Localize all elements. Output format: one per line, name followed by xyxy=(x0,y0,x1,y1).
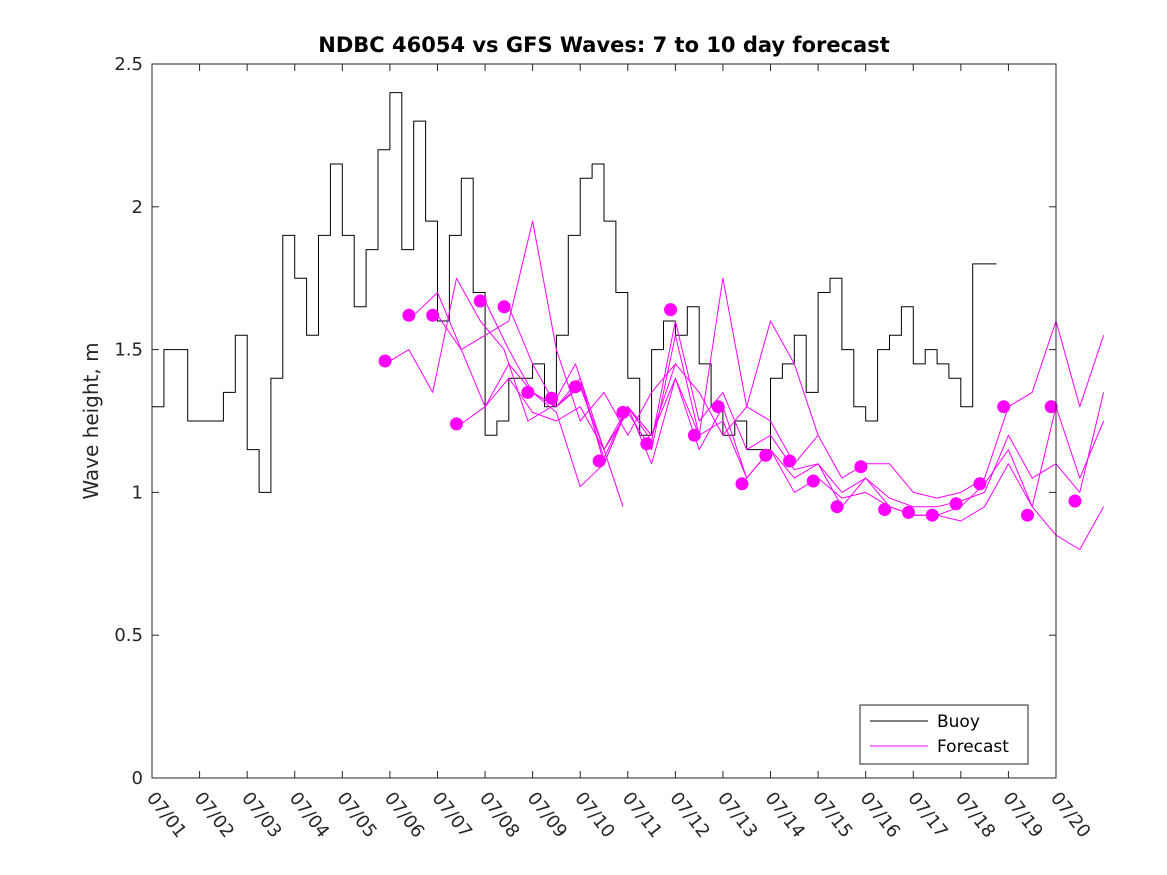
forecast-marker xyxy=(902,505,915,519)
forecast-marker xyxy=(806,474,820,488)
y-tick-label: 0.5 xyxy=(114,625,143,646)
legend: Buoy Forecast xyxy=(859,704,1029,765)
forecast-marker xyxy=(545,391,559,405)
legend-box xyxy=(859,704,1029,765)
forecast-marker xyxy=(664,303,678,317)
buoy-line xyxy=(152,92,997,493)
forecast-marker xyxy=(854,460,868,474)
y-tick-label: 1.5 xyxy=(114,340,143,361)
forecast-line xyxy=(413,220,676,436)
forecast-line xyxy=(461,334,1105,550)
y-axis-label: Wave height, m xyxy=(79,342,103,499)
forecast-marker xyxy=(521,385,535,399)
y-tick-label: 2 xyxy=(132,197,143,218)
forecast-marker xyxy=(426,308,440,322)
chart-title: NDBC 46054 vs GFS Waves: 7 to 10 day for… xyxy=(318,33,889,57)
forecast-line xyxy=(508,277,1105,499)
y-tick-label: 0 xyxy=(132,768,143,789)
forecast-marker xyxy=(402,308,416,322)
legend-label-forecast: Forecast xyxy=(937,737,1009,757)
forecast-marker xyxy=(997,400,1011,414)
forecast-marker xyxy=(497,300,511,314)
forecast-marker xyxy=(687,428,701,442)
forecast-marker xyxy=(592,454,606,468)
forecast-line xyxy=(384,277,624,507)
forecast-marker xyxy=(735,477,749,491)
plot-frame xyxy=(151,63,1057,779)
forecast-line xyxy=(532,377,1105,516)
forecast-marker xyxy=(616,405,630,419)
forecast-marker xyxy=(711,400,725,414)
forecast-marker xyxy=(450,417,463,431)
forecast-marker xyxy=(830,500,844,514)
forecast-marker xyxy=(378,354,392,368)
forecast-marker xyxy=(1044,400,1058,414)
forecast-marker xyxy=(759,448,773,462)
forecast-marker xyxy=(925,508,939,522)
forecast-marker xyxy=(1068,494,1082,508)
forecast-marker xyxy=(878,503,892,516)
forecast-marker xyxy=(973,477,987,491)
y-tick-label: 1 xyxy=(132,482,143,503)
legend-label-buoy: Buoy xyxy=(937,712,980,732)
forecast-marker xyxy=(1021,508,1034,522)
forecast-marker xyxy=(949,497,963,511)
forecast-marker xyxy=(783,454,797,468)
y-tick-label: 2.5 xyxy=(114,54,143,75)
forecast-marker xyxy=(473,294,487,308)
forecast-marker xyxy=(640,437,654,451)
series-layer xyxy=(152,92,1105,550)
forecast-marker xyxy=(569,380,582,394)
